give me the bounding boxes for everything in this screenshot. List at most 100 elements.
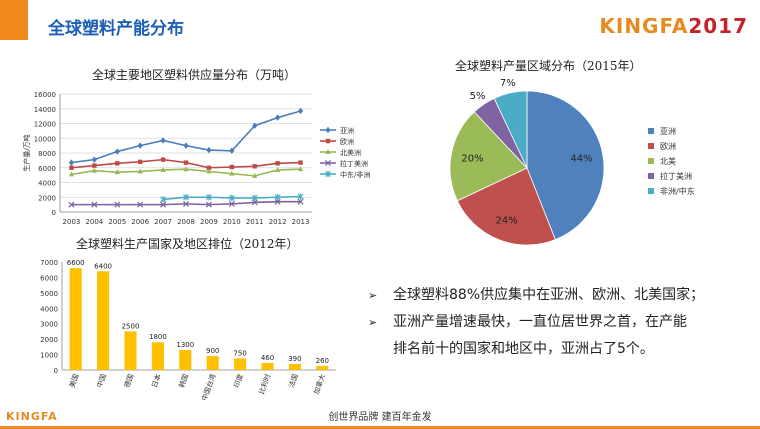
series-1 <box>69 157 303 170</box>
y-tick-label: 4000 <box>38 180 56 188</box>
x-tick-label: 2009 <box>200 218 218 226</box>
series-point <box>229 164 235 170</box>
series-point <box>91 156 97 163</box>
footer-logo: KINGFA <box>6 410 58 423</box>
series-point <box>206 146 212 154</box>
series-point <box>160 196 167 203</box>
x-tick-label: 德国 <box>122 373 135 389</box>
x-tick-label: 2006 <box>131 218 149 226</box>
header-accent-bar <box>0 0 28 40</box>
bar-value-label: 2500 <box>122 322 140 330</box>
series-point <box>115 161 120 166</box>
series-point <box>182 200 190 207</box>
pie-chart-title: 全球塑料产量区域分布（2015年） <box>455 59 642 73</box>
series-point <box>297 107 304 115</box>
y-tick-label: 2000 <box>40 336 58 344</box>
series-point <box>252 122 258 129</box>
series-point <box>137 201 144 208</box>
series-point <box>205 194 212 201</box>
series-point <box>274 194 281 201</box>
bar <box>316 365 329 370</box>
bar-value-label: 460 <box>261 354 274 362</box>
series-point <box>275 161 280 166</box>
bar <box>261 362 274 370</box>
legend-swatch <box>648 188 654 194</box>
series-point <box>68 171 75 177</box>
series-point <box>229 170 235 176</box>
x-tick-label: 2010 <box>223 218 241 226</box>
bullet-arrow-icon: ➢ <box>368 316 378 329</box>
legend-label: 拉丁美洲 <box>340 159 368 168</box>
series-point <box>297 193 304 200</box>
series-point <box>297 166 304 172</box>
series-point <box>183 194 189 201</box>
footer-slogan: 创世界品牌 建百年金发 <box>328 412 432 423</box>
bar-value-label: 1300 <box>176 341 194 349</box>
pie-chart: 44% 亚洲 24% 欧洲 20% 北美 5% 拉丁美洲 7% 非洲/中东 <box>449 78 695 246</box>
legend-entry: 北美洲 <box>320 148 361 157</box>
page-title: 全球塑料产能分布 <box>48 19 184 39</box>
x-tick-label: 比利时 <box>257 373 273 396</box>
series-point <box>205 201 212 208</box>
legend-label: 北美 <box>660 156 676 166</box>
y-tick-label: 4000 <box>40 305 58 313</box>
legend-label: 欧洲 <box>660 141 676 151</box>
series-0 <box>68 107 304 166</box>
pie-slice-label: 44% <box>570 154 592 165</box>
x-tick-label: 美国 <box>67 373 80 389</box>
series-point <box>160 137 166 144</box>
pie-slice-label: 24% <box>495 216 517 227</box>
summary-bullets: ➢ 全球塑料88%供应集中在亚洲、欧洲、北美国家； ➢ 亚洲产量增速最快，一直位… <box>368 282 738 363</box>
series-point <box>68 201 75 208</box>
x-tick-label: 法国 <box>287 373 300 389</box>
series-point <box>274 198 281 205</box>
series-point <box>183 166 189 172</box>
x-tick-label: 2005 <box>108 218 126 226</box>
bar-value-label: 6400 <box>94 262 112 270</box>
line-chart-title: 全球主要地区塑料供应量分布（万吨） <box>92 68 297 82</box>
x-tick-label: 印度 <box>232 373 245 389</box>
pie-slice <box>526 90 605 241</box>
series-point <box>325 126 331 134</box>
series-point <box>160 201 167 208</box>
series-point <box>160 157 166 162</box>
bar <box>151 342 164 370</box>
series-point <box>251 199 258 206</box>
series-point <box>228 200 235 207</box>
y-tick-label: 6000 <box>40 274 58 282</box>
series-point <box>206 165 212 170</box>
series-point <box>91 167 97 173</box>
y-tick-label: 1000 <box>40 352 58 360</box>
brand-year: 2017 <box>688 14 748 38</box>
series-point <box>325 149 331 154</box>
legend-entry: 拉丁美洲 <box>320 159 368 168</box>
series-point <box>228 194 235 202</box>
x-tick-label: 2008 <box>177 218 195 226</box>
legend-label: 拉丁美洲 <box>660 171 692 181</box>
series-line <box>71 110 301 164</box>
legend-entry: 亚洲 <box>320 126 354 135</box>
x-tick-label: 日本 <box>150 373 163 389</box>
legend-swatch <box>648 158 654 164</box>
legend-swatch <box>648 143 654 149</box>
y-tick-label: 7000 <box>40 259 58 267</box>
pie-slice-label: 20% <box>461 154 483 165</box>
series-point <box>229 147 235 154</box>
x-tick-label: 2004 <box>85 218 103 226</box>
pie-slice <box>456 167 556 246</box>
legend-entry: 欧洲 <box>320 137 354 146</box>
y-tick-label: 3000 <box>40 321 58 329</box>
series-point <box>275 114 281 121</box>
legend-label: 中东/非洲 <box>340 170 370 179</box>
series-point <box>275 166 281 172</box>
series-point <box>251 194 258 202</box>
x-tick-label: 2007 <box>154 218 172 226</box>
bar-value-label: 390 <box>288 355 301 363</box>
series-point <box>298 160 303 165</box>
series-point <box>137 159 143 165</box>
series-point <box>137 168 143 174</box>
series-point <box>114 201 121 208</box>
bullet-item: ➢ 亚洲产量增速最快，一直位居世界之首，在产能 <box>368 309 738 336</box>
line-chart: 0 2000 4000 6000 8000 10000 12000 14000 16000 200… <box>22 91 370 226</box>
pie-slice <box>449 111 528 202</box>
